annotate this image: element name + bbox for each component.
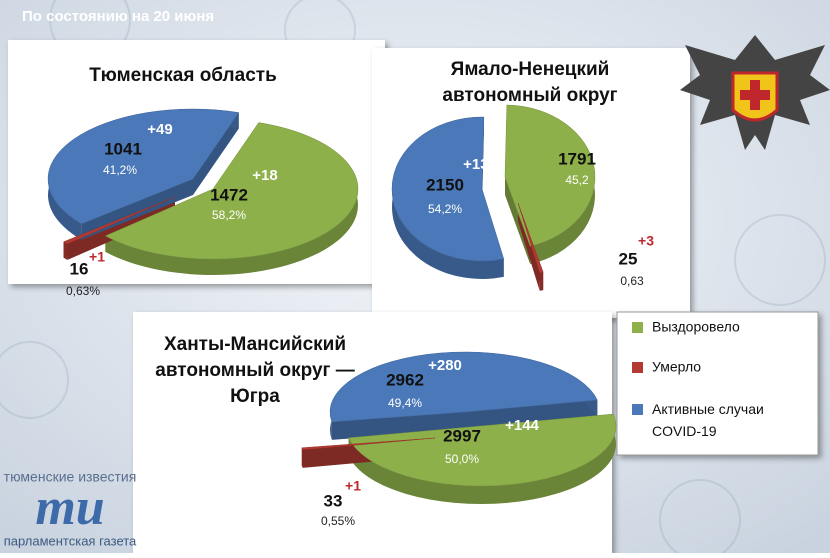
- change-label: +280: [428, 357, 462, 374]
- legend-box: [616, 311, 819, 456]
- pie-slice: [104, 122, 359, 260]
- legend-swatch: [632, 322, 643, 333]
- value-label: 2962: [386, 370, 424, 389]
- legend-swatch: [632, 404, 643, 415]
- pie-slice: [391, 116, 505, 262]
- percent-label: 0,63: [620, 274, 644, 288]
- value-label: 25: [619, 249, 638, 268]
- change-label: +132: [463, 156, 497, 173]
- percent-label: 0,63%: [66, 284, 100, 298]
- percent-label: 41,2%: [103, 163, 137, 177]
- value-label: 1041: [104, 139, 142, 158]
- slice-side: [301, 447, 303, 468]
- pie-slice: [301, 437, 436, 451]
- change-label: +3: [638, 233, 654, 249]
- pie-slice: [63, 196, 176, 245]
- slice-side: [348, 414, 617, 505]
- legend-label: Активные случаи COVID-19: [652, 401, 764, 439]
- branding: тюменские известия ти парламентская газе…: [4, 469, 137, 549]
- pie-slice: [47, 108, 240, 225]
- slice-side: [105, 122, 359, 275]
- chart-title: Ямало-Ненецкий: [451, 59, 610, 80]
- change-label: +18: [252, 167, 277, 184]
- value-label: 16: [70, 259, 89, 278]
- legend-label: Умерло: [652, 359, 701, 375]
- percent-label: 50,0%: [445, 452, 479, 466]
- percent-label: 49,4%: [388, 396, 422, 410]
- value-label: 2150: [426, 175, 464, 194]
- chart-title: Тюменская область: [89, 65, 277, 86]
- value-label: 1791: [558, 149, 596, 168]
- brand-bottom: парламентская газета: [4, 533, 137, 548]
- value-label: 33: [324, 491, 343, 510]
- pie-slice: [504, 104, 596, 247]
- legend-swatch: [632, 362, 643, 373]
- pie-slice: [517, 202, 544, 274]
- header: По состоянию на 20 июня: [22, 8, 214, 25]
- slice-side: [81, 112, 239, 240]
- chart-title: автономный округ —: [155, 360, 354, 381]
- percent-label: 0,55%: [321, 514, 355, 528]
- percent-label: 54,2%: [428, 202, 462, 216]
- brand-top: тюменские известия: [4, 469, 137, 485]
- percent-label: 58,2%: [212, 208, 246, 222]
- chart-title: Ханты-Мансийский: [164, 334, 346, 355]
- pie-slice: [329, 351, 598, 423]
- slice-side: [539, 272, 544, 291]
- percent-label: 45,2: [565, 173, 589, 187]
- change-label: +49: [147, 121, 172, 138]
- legend-label: Выздоровело: [652, 319, 740, 335]
- chart-title: Югра: [230, 386, 280, 407]
- value-label: 2997: [443, 426, 481, 445]
- slice-side: [63, 241, 68, 260]
- emblem: [680, 35, 830, 150]
- pie-slice: [348, 413, 617, 487]
- change-label: +58: [593, 128, 618, 145]
- change-label: +1: [89, 249, 105, 265]
- chart-title: автономный округ: [442, 85, 617, 106]
- slice-side: [391, 116, 504, 279]
- value-label: 1472: [210, 185, 248, 204]
- slice-side: [331, 400, 598, 440]
- change-label: +1: [345, 478, 361, 494]
- brand-logo: ти: [35, 479, 104, 536]
- change-label: +144: [505, 417, 539, 434]
